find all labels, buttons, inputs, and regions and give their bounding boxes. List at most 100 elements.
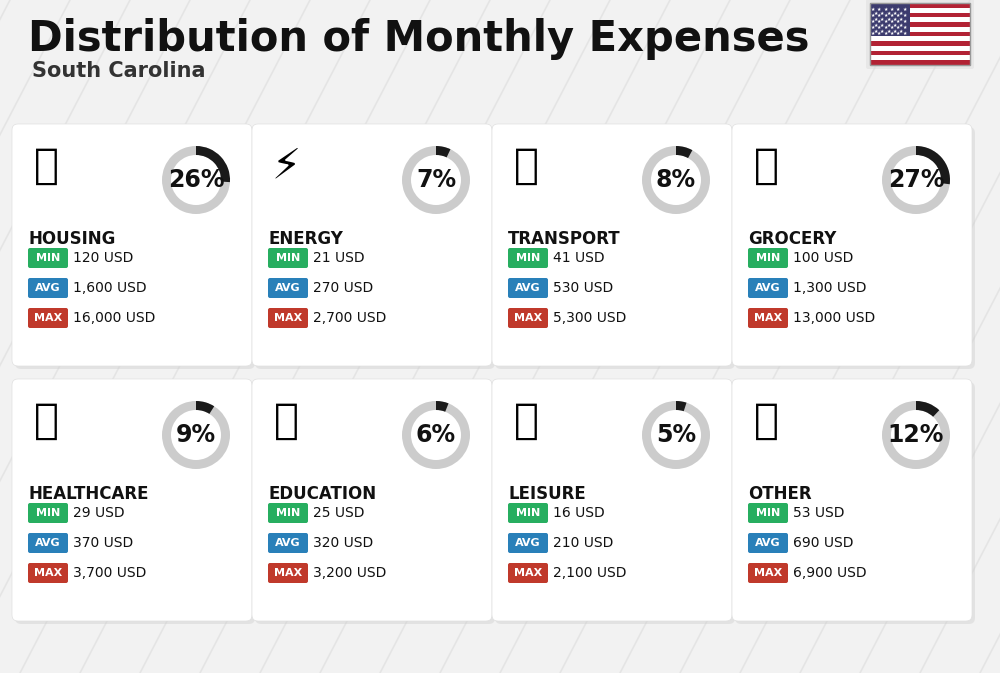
FancyBboxPatch shape	[252, 379, 492, 621]
Text: OTHER: OTHER	[748, 485, 812, 503]
Text: ★: ★	[890, 7, 894, 12]
Text: 690 USD: 690 USD	[793, 536, 854, 550]
Text: Distribution of Monthly Expenses: Distribution of Monthly Expenses	[28, 18, 810, 60]
Wedge shape	[402, 401, 470, 469]
Text: 6,900 USD: 6,900 USD	[793, 566, 867, 580]
Text: ★: ★	[899, 11, 903, 15]
Text: 25 USD: 25 USD	[313, 506, 364, 520]
Bar	[870, 3, 970, 8]
Bar	[870, 32, 970, 36]
Text: ⚡: ⚡	[271, 145, 301, 187]
Text: 5%: 5%	[656, 423, 696, 447]
Text: ★: ★	[870, 32, 875, 36]
Text: HEALTHCARE: HEALTHCARE	[28, 485, 148, 503]
FancyBboxPatch shape	[252, 124, 492, 366]
Text: ★: ★	[903, 7, 907, 12]
Text: MAX: MAX	[274, 313, 302, 323]
Text: 16,000 USD: 16,000 USD	[73, 311, 155, 325]
Text: ★: ★	[890, 13, 894, 18]
FancyBboxPatch shape	[268, 278, 308, 298]
Text: 🛍️: 🛍️	[514, 400, 538, 442]
FancyBboxPatch shape	[748, 278, 788, 298]
Text: MIN: MIN	[36, 508, 60, 518]
Text: ★: ★	[883, 26, 888, 30]
Text: ★: ★	[883, 7, 888, 12]
FancyBboxPatch shape	[255, 127, 495, 369]
Wedge shape	[196, 401, 214, 414]
Text: 100 USD: 100 USD	[793, 251, 853, 265]
Text: ENERGY: ENERGY	[268, 230, 343, 248]
Text: 120 USD: 120 USD	[73, 251, 133, 265]
Bar	[870, 3, 910, 36]
FancyBboxPatch shape	[735, 127, 975, 369]
Text: ★: ★	[870, 13, 875, 18]
Text: ★: ★	[903, 26, 907, 30]
FancyBboxPatch shape	[15, 127, 255, 369]
Text: ★: ★	[899, 17, 903, 22]
Text: 5,300 USD: 5,300 USD	[553, 311, 626, 325]
Text: 🏢: 🏢	[34, 145, 58, 187]
Text: 16 USD: 16 USD	[553, 506, 605, 520]
Wedge shape	[642, 146, 710, 214]
Text: AVG: AVG	[275, 283, 301, 293]
FancyBboxPatch shape	[508, 248, 548, 268]
Text: ★: ★	[873, 23, 878, 28]
Text: ★: ★	[886, 29, 891, 34]
Text: 26%: 26%	[168, 168, 224, 192]
Text: 270 USD: 270 USD	[313, 281, 373, 295]
FancyBboxPatch shape	[28, 248, 68, 268]
Text: AVG: AVG	[755, 538, 781, 548]
Text: ★: ★	[896, 13, 900, 18]
Text: 2,100 USD: 2,100 USD	[553, 566, 626, 580]
Bar	[870, 36, 970, 41]
Wedge shape	[916, 146, 950, 184]
FancyBboxPatch shape	[508, 563, 548, 583]
Text: 🫀: 🫀	[34, 400, 58, 442]
Text: ★: ★	[890, 20, 894, 24]
FancyBboxPatch shape	[495, 382, 735, 624]
Text: ★: ★	[896, 20, 900, 24]
Text: ★: ★	[877, 26, 881, 30]
FancyBboxPatch shape	[495, 127, 735, 369]
Text: MIN: MIN	[36, 253, 60, 263]
FancyBboxPatch shape	[870, 3, 970, 65]
Text: 9%: 9%	[176, 423, 216, 447]
Text: ★: ★	[903, 32, 907, 36]
Wedge shape	[916, 401, 939, 417]
Text: AVG: AVG	[35, 283, 61, 293]
FancyBboxPatch shape	[748, 533, 788, 553]
Text: ★: ★	[880, 29, 884, 34]
Text: AVG: AVG	[755, 283, 781, 293]
FancyBboxPatch shape	[268, 308, 308, 328]
Text: EDUCATION: EDUCATION	[268, 485, 376, 503]
Text: ★: ★	[870, 26, 875, 30]
Bar	[870, 60, 970, 65]
Text: 8%: 8%	[656, 168, 696, 192]
Text: 27%: 27%	[888, 168, 944, 192]
Text: South Carolina: South Carolina	[32, 61, 206, 81]
FancyBboxPatch shape	[28, 278, 68, 298]
Text: AVG: AVG	[275, 538, 301, 548]
FancyBboxPatch shape	[732, 379, 972, 621]
Wedge shape	[676, 146, 692, 158]
FancyBboxPatch shape	[492, 124, 732, 366]
Bar	[870, 8, 970, 13]
Text: 🛒: 🛒	[754, 145, 778, 187]
Text: ★: ★	[873, 17, 878, 22]
Text: 6%: 6%	[416, 423, 456, 447]
FancyBboxPatch shape	[268, 533, 308, 553]
Wedge shape	[162, 146, 230, 214]
Wedge shape	[642, 401, 710, 469]
Text: ★: ★	[893, 11, 897, 15]
Text: MAX: MAX	[754, 313, 782, 323]
Text: 3,200 USD: 3,200 USD	[313, 566, 386, 580]
FancyBboxPatch shape	[748, 563, 788, 583]
Text: ★: ★	[877, 7, 881, 12]
Text: ★: ★	[903, 13, 907, 18]
FancyBboxPatch shape	[492, 379, 732, 621]
FancyBboxPatch shape	[268, 503, 308, 523]
Text: 13,000 USD: 13,000 USD	[793, 311, 875, 325]
Wedge shape	[436, 146, 450, 157]
Text: ★: ★	[883, 13, 888, 18]
FancyBboxPatch shape	[268, 248, 308, 268]
